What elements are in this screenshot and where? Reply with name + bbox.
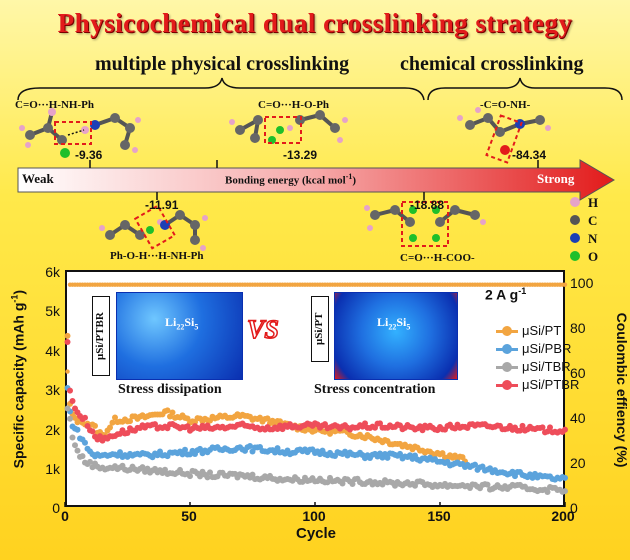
bond-label-5: C=O···H-COO- — [400, 252, 475, 264]
y-tick-2: 2k — [45, 422, 60, 438]
inset-right-formula: Li22Si5 — [377, 315, 411, 332]
atom-h-label: H — [588, 195, 599, 210]
versus-label: VS — [246, 314, 279, 345]
chemical-brace — [427, 77, 623, 101]
y-tick-3: 3k — [45, 382, 60, 398]
x-tick-3: 150 — [427, 508, 451, 524]
current-density-label: 2 A g-1 — [485, 286, 527, 303]
legend-item-1: μSi/PT — [496, 323, 561, 338]
atom-c-label: C — [588, 213, 598, 228]
y2-tick-2: 40 — [570, 410, 586, 426]
physical-brace — [17, 77, 425, 101]
x-tick-4: 200 — [551, 508, 575, 524]
subtitle-chemical: chemical crosslinking — [400, 53, 584, 75]
arrow-label: Bonding energy (kcal mol-1) — [225, 172, 357, 187]
energy-value-3: -84.34 — [512, 148, 547, 162]
inset-right-label-box: μSi/PT — [311, 296, 331, 376]
subtitle-physical: multiple physical crosslinking — [95, 53, 350, 75]
energy-value-1: -9.36 — [75, 148, 103, 162]
y2-tick-5: 100 — [570, 275, 594, 291]
y2-tick-3: 60 — [570, 365, 586, 381]
molecule-4 — [99, 204, 208, 251]
x-tick-1: 50 — [181, 508, 197, 524]
legend-item-3: μSi/TBR — [496, 359, 571, 374]
inset-right-label: μSi/PT — [311, 296, 329, 362]
bond-label-4: Ph-O-H···H-NH-Ph — [110, 250, 204, 262]
molecule-2 — [229, 110, 348, 144]
atom-n-label: N — [588, 231, 598, 246]
legend-item-2: μSi/PBR — [496, 341, 571, 356]
y-axis-label: Specific capacity (mAh g-1) — [9, 289, 27, 469]
molecule-1 — [19, 108, 141, 158]
arrow-strong: Strong — [537, 171, 575, 186]
stress-concentration-caption: Stress concentration — [314, 382, 436, 397]
inset-left-label-box: μSi/PTBR — [92, 296, 112, 376]
x-tick-0: 0 — [61, 508, 69, 524]
energy-value-5: -18.88 — [410, 198, 445, 212]
y2-axis-label: Coulombic effiency (%) — [614, 312, 630, 468]
figure-title: Physicochemical dual crosslinking strate… — [57, 8, 573, 38]
y-tick-1: 1k — [45, 461, 60, 477]
molecule-5 — [364, 201, 486, 247]
atom-h-marker — [570, 197, 580, 207]
mechanism-illustration — [17, 77, 623, 261]
stress-dissipation-caption: Stress dissipation — [118, 382, 222, 397]
atom-c-marker — [570, 215, 580, 225]
legend-item-4: μSi/PTBR — [496, 377, 579, 392]
arrow-weak: Weak — [22, 171, 54, 186]
inset-left-label: μSi/PTBR — [92, 296, 110, 376]
y-tick-5: 5k — [45, 303, 60, 319]
y-tick-6: 6k — [45, 264, 60, 280]
y-tick-4: 4k — [45, 343, 60, 359]
atom-o-label: O — [588, 249, 599, 264]
energy-arrow — [17, 159, 615, 201]
molecule-3 — [457, 107, 551, 164]
bond-label-2: C=O···H-O-Ph — [258, 99, 330, 111]
y-tick-0: 0 — [52, 500, 60, 516]
atom-o-marker — [570, 251, 580, 261]
x-axis-label: Cycle — [296, 525, 337, 542]
stress-dissipation-image: Li22Si5 — [116, 292, 243, 380]
y2-tick-4: 80 — [570, 320, 586, 336]
atom-n-marker — [570, 233, 580, 243]
bond-label-1: C=O···H-NH-Ph — [15, 99, 94, 111]
y2-tick-1: 20 — [570, 455, 586, 471]
y2-tick-0: 0 — [570, 500, 578, 516]
energy-value-4: -11.91 — [145, 198, 179, 212]
x-tick-2: 100 — [302, 508, 326, 524]
stress-concentration-image: Li22Si5 — [334, 292, 458, 380]
inset-left-formula: Li22Si5 — [165, 315, 199, 332]
bond-label-3: -C=O-NH- — [480, 99, 531, 111]
energy-value-2: -13.29 — [283, 148, 318, 162]
